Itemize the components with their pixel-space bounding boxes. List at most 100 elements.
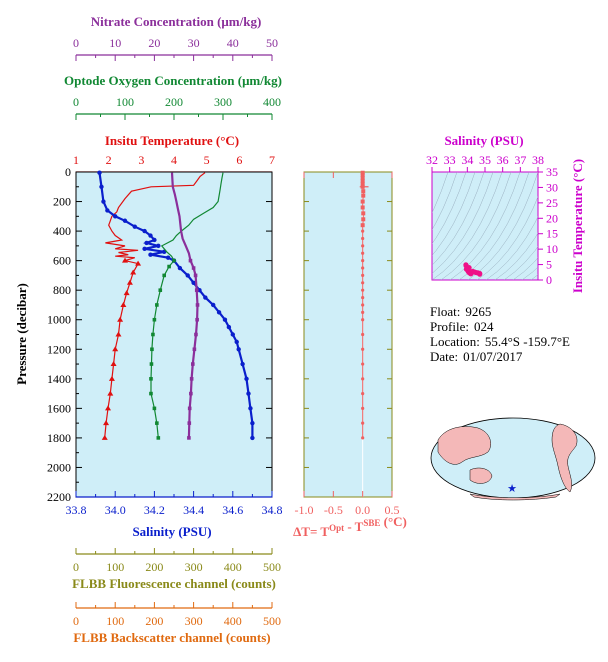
world-map: ★ <box>430 417 596 501</box>
delta-t-line <box>362 172 364 438</box>
oxygen-point <box>149 391 153 396</box>
temperature-point <box>103 420 110 426</box>
nitrate-point <box>187 436 191 440</box>
ts-ytick-label: 0 <box>546 273 552 287</box>
ts-density-contour <box>476 196 538 280</box>
delta-t-point <box>361 266 365 270</box>
float-info: Float: 9265 Profile: 024 Location: 55.4°S -… <box>430 304 570 364</box>
delta-t-panel: -1.0 -0.5 0.0 0.5 ΔT= TOpt - TSBE (°C) <box>293 170 407 539</box>
map-land-americas <box>551 423 578 493</box>
temperature-point <box>110 361 117 367</box>
oxygen-point <box>152 317 157 322</box>
nitrate-tick-label: 0 <box>73 36 79 50</box>
location-label: Location: <box>430 334 480 349</box>
fluorescence-tick-label: 100 <box>106 560 124 574</box>
oxygen-tick-label: 300 <box>214 95 232 109</box>
temperature-tick-label: 3 <box>138 153 144 167</box>
pressure-tick-label: 2000 <box>47 460 71 474</box>
oxygen-point <box>155 303 159 307</box>
oxygen-point <box>155 421 159 425</box>
delta-t-point <box>361 217 366 222</box>
ts-xtick-label: 35 <box>479 153 491 167</box>
ts-plot-area <box>431 171 539 281</box>
oxygen-tick-label: 0 <box>73 95 79 109</box>
ts-density-contour <box>432 172 476 256</box>
ts-ytick-label: 35 <box>546 165 558 179</box>
temperature-point <box>112 346 119 352</box>
pressure-tick-label: 400 <box>53 224 71 238</box>
location-value: 55.4°S -159.7°E <box>485 334 570 349</box>
delta-t-point <box>361 377 365 381</box>
delta-t-point <box>361 281 365 285</box>
temperature-point <box>130 269 137 275</box>
ts-ytick-label: 5 <box>546 258 552 272</box>
temperature-series-line <box>104 172 206 438</box>
delta-t-point <box>361 259 365 263</box>
ts-xtick-label: 38 <box>532 153 544 167</box>
salinity-tick-label: 34.2 <box>144 503 165 517</box>
ts-ylabel: Insitu Temperature (°C) <box>570 159 585 293</box>
ts-ytick-label: 25 <box>546 196 558 210</box>
temperature-point <box>117 316 124 322</box>
delta-t-point <box>360 205 365 210</box>
oxygen-point <box>150 347 154 352</box>
float-location-star-icon: ★ <box>507 483 517 495</box>
salinity-tick-label: 34.6 <box>222 503 243 517</box>
ts-ytick-label: 20 <box>546 211 558 225</box>
nitrate-point <box>192 347 197 352</box>
salinity-point <box>246 391 251 396</box>
salinity-point <box>222 317 228 322</box>
temperature-point <box>126 279 133 285</box>
oxygen-point <box>172 258 176 263</box>
fluorescence-tick-label: 400 <box>224 560 242 574</box>
ts-density-contour <box>432 172 494 274</box>
oxygen-tick-label: 100 <box>116 95 134 109</box>
pressure-tick-label: 1000 <box>47 313 71 327</box>
salinity-point <box>101 199 106 204</box>
delta-t-point <box>361 406 365 410</box>
pressure-tick-label: 1800 <box>47 431 71 445</box>
ts-point <box>463 266 470 272</box>
ts-ytick-label: 15 <box>546 227 558 241</box>
ts-density-contour <box>440 172 512 280</box>
backscatter-tick-label: 300 <box>185 614 203 628</box>
delta-t-point <box>361 310 365 314</box>
backscatter-tick-label: 0 <box>73 614 79 628</box>
oxygen-point <box>149 377 153 381</box>
date-label: Date: <box>430 349 458 364</box>
delta-t-point <box>360 175 365 180</box>
temperature-point <box>107 390 114 396</box>
delta-t-plot-area <box>303 171 393 498</box>
oxygen-series-line <box>150 172 224 438</box>
salinity-point <box>156 243 161 249</box>
delta-t-point <box>360 199 365 204</box>
ts-density-contour <box>512 257 538 280</box>
fluorescence-tick-label: 0 <box>73 560 79 574</box>
nitrate-point <box>191 266 196 270</box>
temperature-axis-title: Insitu Temperature (°C) <box>105 133 239 148</box>
salinity-point <box>250 435 255 441</box>
salinity-point <box>248 406 253 411</box>
temperature-point <box>135 260 142 266</box>
salinity-point <box>234 339 239 345</box>
salinity-axis-title: Salinity (PSU) <box>132 524 211 539</box>
delta-t-tick-label: 0.5 <box>385 503 400 517</box>
temperature-tick-label: 1 <box>73 153 79 167</box>
temperature-point <box>115 331 122 337</box>
salinity-point <box>250 420 255 426</box>
salinity-point <box>191 280 196 285</box>
ts-density-contour <box>432 172 485 266</box>
nitrate-tick-label: 20 <box>148 36 160 50</box>
profile-plot-area <box>75 171 273 498</box>
delta-t-point <box>361 229 365 233</box>
temperature-tick-label: 6 <box>236 153 242 167</box>
oxygen-point <box>156 436 161 440</box>
salinity-point <box>132 224 137 229</box>
temperature-point <box>120 301 127 307</box>
ts-xtick-label: 34 <box>461 153 473 167</box>
oxygen-tick-label: 400 <box>263 95 281 109</box>
backscatter-tick-label: 100 <box>106 614 124 628</box>
oxygen-axis-title: Optode Oxygen Concentration (μm/kg) <box>64 73 282 88</box>
delta-t-point <box>361 332 365 337</box>
